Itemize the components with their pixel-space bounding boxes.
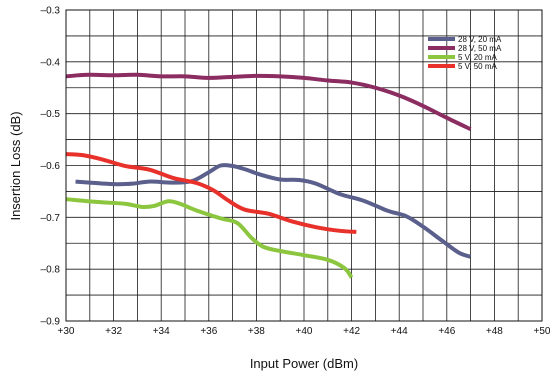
legend-label-1: 28 V, 20 mA — [458, 35, 502, 44]
x-tick-label: +30 — [58, 326, 75, 337]
series-line-2 — [65, 72, 472, 132]
x-tick-label: +34 — [153, 326, 170, 337]
x-tick-label: +32 — [105, 326, 122, 337]
plot-frame — [65, 9, 543, 322]
y-tick-label: –0.7 — [41, 213, 61, 224]
y-tick-label: –0.8 — [41, 265, 61, 276]
grid — [66, 10, 542, 321]
x-tick-label: +40 — [296, 326, 313, 337]
x-tick-label: +36 — [200, 326, 217, 337]
series-line-4 — [65, 152, 357, 234]
series-line-3 — [65, 197, 354, 279]
y-tick-label: –0.6 — [41, 161, 61, 172]
series-line-1 — [75, 163, 472, 259]
x-tick-labels: +30 +32 +34 +36 +38 +40 +42 +44 +46 +48 +50 — [58, 326, 551, 337]
legend-label-4: 5 V, 50 mA — [458, 62, 498, 71]
x-tick-label: +50 — [534, 326, 551, 337]
x-tick-label: +38 — [248, 326, 265, 337]
x-axis-title: Input Power (dBm) — [250, 356, 358, 371]
y-tick-label: –0.4 — [41, 57, 61, 68]
y-axis-title: Insertion Loss (dB) — [8, 111, 23, 220]
legend-label-3: 5 V, 20 mA — [458, 53, 498, 62]
x-tick-label: +44 — [391, 326, 408, 337]
legend-label-2: 28 V, 50 mA — [458, 44, 502, 53]
x-tick-label: +42 — [343, 326, 360, 337]
x-tick-label: +48 — [486, 326, 503, 337]
y-tick-labels: –0.3 –0.4 –0.5 –0.6 –0.7 –0.8 –0.9 — [41, 6, 61, 328]
y-tick-label: –0.3 — [41, 6, 61, 17]
y-tick-label: –0.9 — [41, 317, 61, 328]
series-lines — [65, 72, 472, 279]
x-tick-label: +46 — [438, 326, 455, 337]
y-tick-label: –0.5 — [41, 109, 61, 120]
